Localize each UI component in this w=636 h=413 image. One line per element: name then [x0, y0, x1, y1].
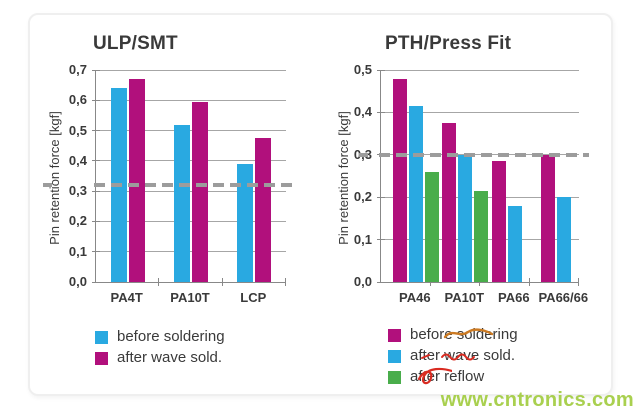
bar-pa10t-after-wave-sold- [192, 101, 208, 282]
y-tick-mark [92, 220, 100, 222]
y-tick-mark [92, 190, 100, 192]
x-tick-mark [221, 278, 223, 286]
y-tick-mark [377, 111, 385, 113]
threshold-lead-dash [43, 183, 52, 188]
watermark: www.cntronics.com [440, 389, 634, 411]
x-tick-mark [578, 278, 579, 286]
x-tick-mark [285, 278, 286, 286]
y-tick-mark [92, 281, 100, 283]
legend-item: after wave sold. [95, 348, 225, 368]
chart-title-ulp-smt: ULP/SMT [93, 33, 178, 54]
plot-area-1 [359, 69, 589, 286]
y-tick-label: 0,4 [353, 104, 372, 120]
gridline [96, 69, 286, 71]
bar-pa66-before-soldering [491, 161, 506, 282]
y-axis-label-right: Pin retention force [kgf] [336, 111, 351, 245]
y-tick-mark [377, 196, 385, 198]
y-tick-mark [377, 281, 385, 283]
gridline [381, 111, 579, 113]
y-tick-label: 0,6 [68, 92, 87, 108]
bar-lcp-after-wave-sold- [255, 138, 272, 282]
bar-pa6666-after-wave-sold- [557, 197, 572, 282]
legend-swatch-green [388, 370, 401, 384]
y-tick-mark [92, 69, 100, 71]
y-tick-mark [92, 160, 100, 162]
bar-pa10t-before-soldering [442, 123, 457, 282]
x-category-label: PA10T [444, 290, 485, 305]
y-tick-label: 0,4 [68, 152, 87, 168]
legend-item: before soldering [95, 327, 225, 347]
legend-swatch-blue [95, 330, 108, 344]
y-tick-label: 0,5 [353, 62, 372, 77]
y-tick-label: 0,3 [68, 183, 87, 199]
bar-pa66-after-wave-sold- [507, 205, 522, 282]
chart-title-pth-pressfit: PTH/Press Fit [385, 33, 512, 54]
y-tick-label: 0,1 [68, 243, 87, 259]
bar-pa46-after-reflow [424, 171, 439, 282]
y-tick-label: 0,2 [68, 213, 87, 229]
y-tick-mark [377, 69, 385, 71]
x-category-label: PA46 [399, 290, 431, 305]
bar-pa10t-after-reflow [474, 190, 489, 282]
y-tick-mark [92, 99, 100, 101]
red-scribble-soldering [443, 328, 494, 339]
x-category-label: PA10T [170, 290, 210, 305]
y-tick-label: 0,5 [68, 122, 87, 138]
gridline [96, 220, 286, 222]
bar-pa4t-after-wave-sold- [128, 79, 145, 282]
red-scribble-reflow [417, 367, 452, 385]
x-tick-mark [158, 278, 160, 286]
bar-pa10t-before-soldering [174, 124, 190, 282]
legend-item: after reflow [388, 367, 518, 387]
threshold-dashed-line [379, 152, 589, 157]
gridline [96, 130, 286, 132]
x-tick-mark [528, 278, 530, 286]
red-scribble-sold [421, 353, 475, 361]
plot-area-0 [43, 69, 296, 286]
legend-left: before soldering after wave sold. [95, 327, 225, 369]
x-tick-mark [429, 278, 431, 286]
legend-swatch-blue [388, 349, 401, 363]
x-category-label: PA66 [498, 290, 530, 305]
x-tick-mark [479, 278, 480, 286]
y-tick-label: 0,0 [68, 274, 87, 289]
bar-pa46-after-wave-sold- [408, 106, 423, 282]
legend-swatch-magenta [95, 351, 108, 365]
gridline [96, 190, 286, 192]
x-category-label: PA4T [110, 290, 143, 305]
y-tick-mark [377, 239, 385, 241]
gridline [96, 99, 286, 101]
bar-pa6666-before-soldering [541, 154, 556, 282]
bar-lcp-before-soldering [237, 163, 254, 282]
y-tick-label: 0,1 [353, 231, 372, 247]
gridline [381, 69, 579, 71]
legend-label: after wave sold. [117, 349, 223, 366]
bar-pa46-before-soldering [392, 78, 407, 282]
y-tick-label: 0,7 [68, 62, 87, 77]
bar-pa10t-after-wave-sold- [458, 154, 473, 282]
y-tick-mark [92, 130, 100, 132]
gridline [96, 251, 286, 253]
threshold-dashed-line [94, 183, 296, 188]
legend-label: before soldering [117, 328, 225, 345]
legend-swatch-magenta [388, 328, 401, 342]
gridline [96, 160, 286, 162]
threshold-lead-dash [359, 152, 368, 157]
y-tick-label: 0,2 [353, 189, 372, 205]
x-category-label: PA66/66 [538, 290, 589, 305]
x-category-label: LCP [240, 290, 267, 305]
y-tick-label: 0,0 [353, 274, 372, 289]
y-tick-mark [92, 251, 100, 253]
